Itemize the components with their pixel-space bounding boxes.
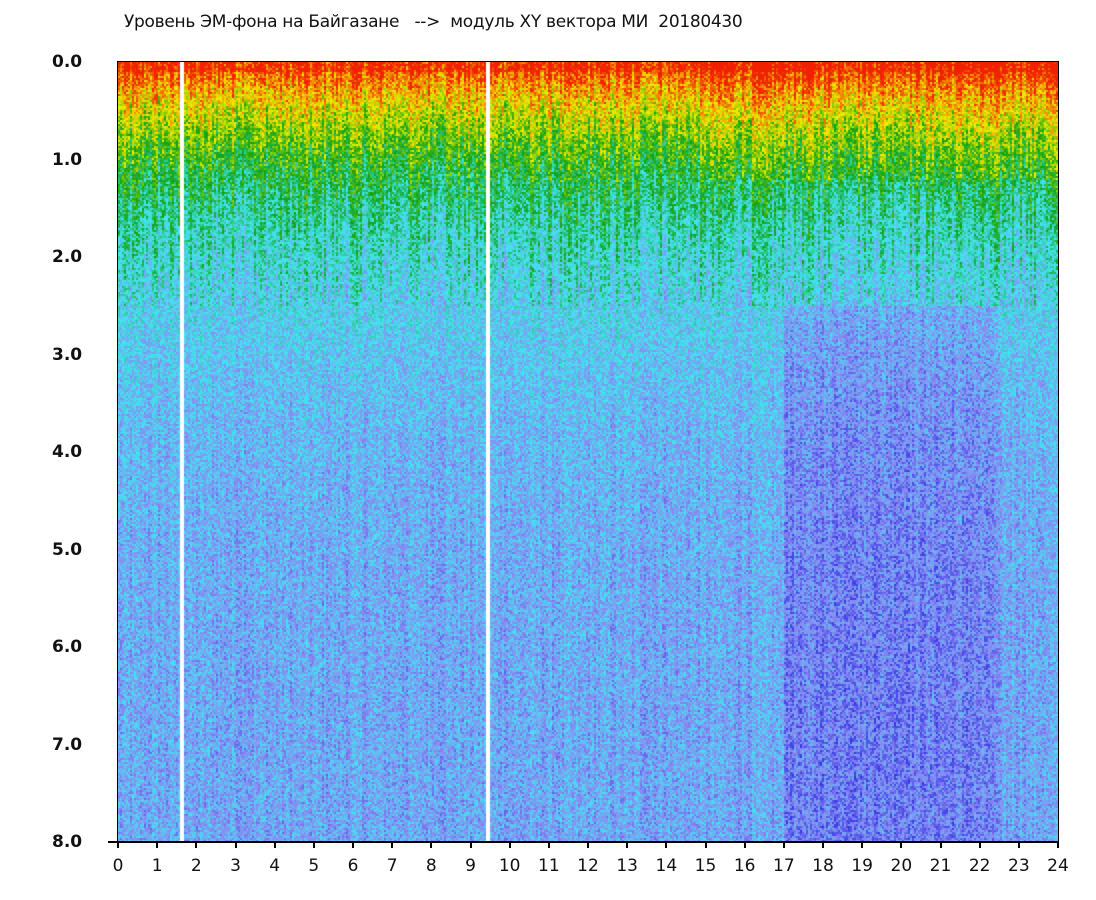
heatmap-canvas: [118, 62, 1058, 842]
y-tick-label: 8.0: [52, 832, 83, 852]
x-tick-mark: [508, 841, 511, 848]
x-tick-mark: [978, 841, 981, 848]
x-axis-line: [108, 841, 1059, 843]
x-tick-mark: [430, 841, 433, 848]
x-tick-mark: [665, 841, 668, 848]
x-tick-mark: [312, 841, 315, 848]
x-tick-mark: [861, 841, 864, 848]
y-tick-label: 4.0: [52, 442, 83, 462]
x-tick-label: 24: [1047, 856, 1069, 876]
x-tick-label: 10: [498, 856, 521, 876]
x-tick-label: 4: [269, 856, 281, 876]
x-tick-mark: [900, 841, 903, 848]
x-tick-mark: [782, 841, 785, 848]
x-tick-mark: [469, 841, 472, 848]
x-tick-label: 8: [425, 856, 437, 876]
x-tick-label: 14: [655, 856, 678, 876]
x-tick-label: 23: [1008, 856, 1030, 876]
x-tick-label: 9: [465, 856, 476, 876]
x-tick-mark: [1057, 841, 1059, 848]
x-tick-mark: [156, 841, 159, 848]
x-tick-mark: [195, 841, 198, 848]
x-tick-label: 16: [733, 856, 756, 876]
x-tick-mark: [273, 841, 276, 848]
y-tick-label: 0.0: [52, 52, 83, 72]
y-tick-label: 3.0: [52, 344, 83, 365]
x-tick-label: 0: [112, 856, 124, 876]
x-tick-label: 17: [773, 856, 795, 876]
x-tick-mark: [117, 841, 119, 848]
x-tick-label: 6: [347, 856, 359, 876]
x-tick-label: 11: [538, 856, 560, 876]
x-tick-label: 3: [230, 856, 241, 876]
x-tick-label: 22: [968, 856, 991, 876]
chart-title: Уровень ЭМ-фона на Байгазане --> модуль …: [124, 12, 743, 32]
x-tick-mark: [547, 841, 550, 848]
y-tick-label: 7.0: [52, 734, 83, 755]
x-tick-label: 5: [308, 856, 320, 876]
x-tick-label: 21: [929, 856, 952, 876]
x-tick-label: 20: [890, 856, 913, 876]
x-tick-mark: [1017, 841, 1020, 848]
x-tick-mark: [626, 841, 629, 848]
x-tick-mark: [743, 841, 746, 848]
y-tick-label: 2.0: [52, 247, 83, 267]
x-tick-mark: [704, 841, 707, 848]
x-tick-label: 15: [694, 856, 717, 876]
x-tick-label: 1: [151, 856, 163, 876]
x-tick-mark: [822, 841, 824, 848]
x-tick-label: 19: [851, 856, 873, 876]
x-tick-label: 2: [190, 856, 202, 876]
x-tick-label: 18: [812, 856, 834, 876]
x-tick-label: 12: [577, 856, 599, 876]
y-tick-label: 1.0: [52, 149, 83, 170]
x-tick-mark: [352, 841, 354, 848]
x-tick-mark: [587, 841, 589, 848]
plot-area: [117, 61, 1059, 843]
x-tick-label: 13: [616, 856, 638, 876]
y-tick-label: 6.0: [52, 637, 83, 657]
x-tick-mark: [234, 841, 237, 848]
x-tick-mark: [391, 841, 394, 848]
y-tick-label: 5.0: [52, 539, 83, 560]
x-tick-label: 7: [386, 856, 398, 876]
x-tick-mark: [939, 841, 942, 848]
